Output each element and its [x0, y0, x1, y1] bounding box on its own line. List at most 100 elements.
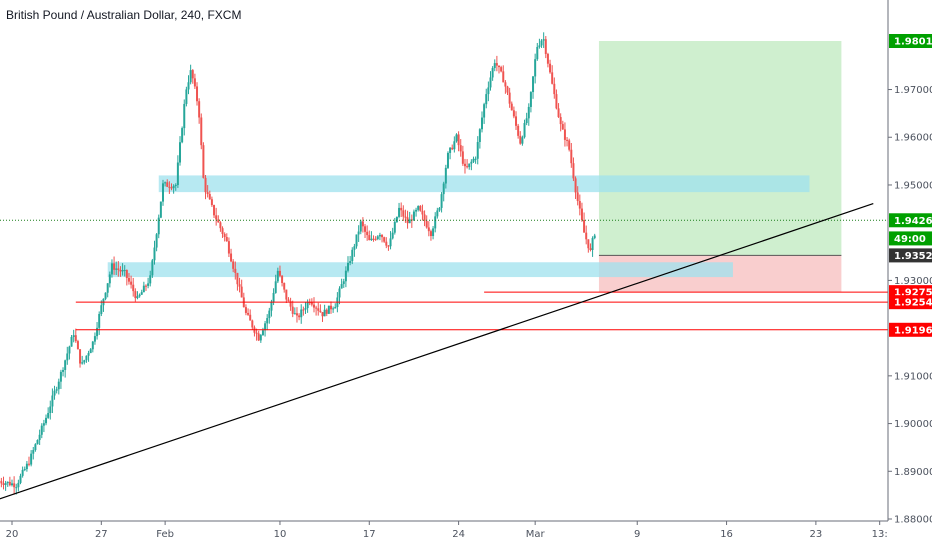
x-tick-label: 23	[810, 529, 823, 540]
candle-body	[434, 216, 437, 229]
candle-body	[55, 389, 58, 391]
price-tag-label: 1.91965	[894, 325, 932, 336]
candle-body	[123, 269, 126, 271]
candle-body	[406, 217, 409, 224]
price-tag	[889, 213, 932, 228]
candle-body	[51, 395, 54, 407]
candle-body	[540, 40, 543, 46]
candle-body	[355, 234, 358, 247]
candle-body	[585, 232, 588, 240]
candle-body	[385, 241, 388, 246]
candle-body	[121, 270, 124, 272]
candle-body	[404, 216, 407, 218]
candle-body	[217, 219, 220, 223]
candle-body	[427, 227, 430, 232]
candle-body	[561, 124, 564, 130]
candle-body	[349, 261, 352, 263]
candle-body	[449, 147, 452, 153]
candle-body	[347, 262, 350, 271]
candle-body	[417, 206, 420, 210]
price-tag-label: 1.92754	[894, 288, 932, 299]
candle-body	[42, 423, 45, 426]
drawings-layer	[0, 203, 888, 500]
candle-body	[504, 82, 507, 87]
candle-body	[536, 46, 539, 60]
candle-body	[453, 141, 456, 150]
candle-body	[359, 221, 362, 232]
candle-body	[344, 270, 347, 282]
candle-body	[38, 434, 41, 441]
candle-body	[261, 330, 264, 336]
candle-body	[210, 199, 213, 206]
candle-body	[15, 487, 18, 489]
candle-body	[8, 481, 11, 486]
candle-body	[342, 281, 345, 285]
candle-body	[398, 207, 401, 217]
trend-line	[0, 203, 874, 500]
price-tag-label: 1.98017	[894, 37, 932, 48]
candle-body	[444, 167, 447, 184]
candle-body	[200, 117, 203, 146]
candle-body	[498, 65, 501, 68]
y-tick-label: 1.88000	[894, 515, 932, 526]
candle-body	[168, 186, 171, 188]
candle-body	[512, 110, 515, 117]
candles-layer	[0, 32, 596, 495]
candle-body	[36, 440, 39, 445]
candle-body	[104, 292, 107, 299]
candle-body	[549, 63, 552, 73]
candle-body	[500, 67, 503, 72]
candle-body	[319, 310, 322, 313]
candle-body	[563, 129, 566, 140]
candle-body	[85, 355, 88, 361]
candle-body	[247, 312, 250, 315]
candle-body	[353, 246, 356, 250]
candle-body	[570, 149, 573, 164]
candle-body	[555, 94, 558, 109]
candle-body	[559, 117, 562, 125]
target-zone	[598, 41, 842, 256]
candle-body	[274, 281, 277, 293]
candle-body	[2, 483, 5, 485]
candle-body	[225, 236, 228, 242]
candle-body	[389, 238, 392, 247]
candle-body	[325, 309, 328, 314]
candle-body	[47, 412, 50, 418]
candle-body	[374, 238, 377, 240]
candle-body	[412, 211, 415, 221]
x-tick-label: 20	[6, 529, 19, 540]
candle-body	[270, 301, 273, 311]
candle-body	[59, 371, 62, 382]
candle-body	[391, 232, 394, 239]
candle-body	[144, 285, 147, 287]
candle-body	[115, 268, 118, 270]
candle-body	[213, 205, 216, 216]
candle-body	[206, 192, 209, 195]
candle-body	[340, 284, 343, 289]
candle-body	[436, 210, 439, 217]
candle-body	[287, 299, 290, 302]
x-tick-label: 13:	[872, 529, 888, 540]
candle-body	[151, 260, 154, 276]
candle-body	[230, 253, 233, 262]
candle-body	[480, 117, 483, 130]
price-tag	[889, 295, 932, 310]
candle-body	[483, 104, 486, 118]
x-tick-label: 16	[720, 529, 733, 540]
price-tag-label: 1.94260	[894, 216, 932, 227]
candle-body	[106, 283, 109, 293]
chart-title: British Pound / Australian Dollar, 240, …	[6, 8, 242, 22]
candle-body	[170, 187, 173, 189]
candle-body	[553, 83, 556, 95]
candle-body	[70, 337, 73, 347]
candle-body	[283, 282, 286, 290]
candle-body	[176, 162, 179, 186]
candle-body	[196, 86, 199, 102]
candle-body	[45, 417, 48, 424]
candle-body	[127, 278, 130, 282]
candle-body	[351, 249, 354, 262]
candle-body	[306, 302, 309, 309]
candle-body	[332, 308, 335, 310]
candle-body	[62, 369, 65, 372]
